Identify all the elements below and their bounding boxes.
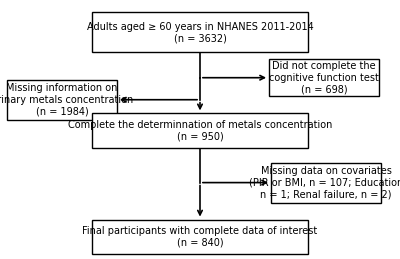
- Text: Final participants with complete data of interest
(n = 840): Final participants with complete data of…: [82, 226, 318, 248]
- FancyBboxPatch shape: [92, 12, 308, 52]
- Text: Complete the determinnation of metals concentration
(n = 950): Complete the determinnation of metals co…: [68, 120, 332, 142]
- FancyBboxPatch shape: [92, 113, 308, 148]
- Text: Missing information on
urinary metals concentration
(n = 1984): Missing information on urinary metals co…: [0, 83, 133, 116]
- FancyBboxPatch shape: [271, 163, 381, 203]
- FancyBboxPatch shape: [92, 219, 308, 254]
- FancyBboxPatch shape: [269, 59, 379, 97]
- Text: Adults aged ≥ 60 years in NHANES 2011-2014
(n = 3632): Adults aged ≥ 60 years in NHANES 2011-20…: [87, 21, 313, 43]
- Text: Did not complete the
cognitive function test
(n = 698): Did not complete the cognitive function …: [269, 61, 379, 94]
- FancyBboxPatch shape: [7, 80, 117, 120]
- Text: Missing data on covariates
(PIR or BMI, n = 107; Education
n = 1; Renal failure,: Missing data on covariates (PIR or BMI, …: [249, 166, 400, 199]
